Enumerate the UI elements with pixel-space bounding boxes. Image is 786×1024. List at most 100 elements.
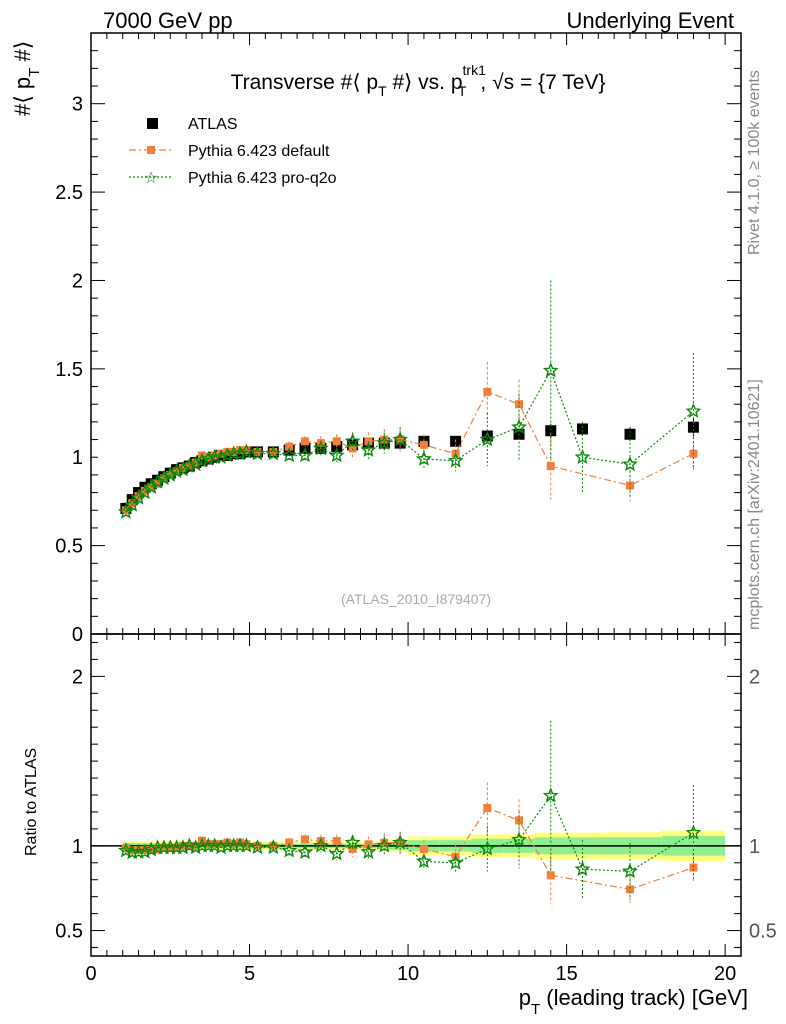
main-y-tick-label: 1	[72, 447, 83, 469]
ratio-default-point	[689, 863, 698, 872]
proq2o-point	[181, 457, 198, 473]
ratio-y-tick-label: 2	[72, 666, 83, 688]
proq2o-point	[194, 452, 210, 468]
main-y-tick-label: 0.5	[55, 536, 83, 558]
ratio-proq2o-line	[125, 794, 694, 872]
ratio-frame	[90, 633, 742, 957]
legend-atlas-marker	[147, 118, 158, 129]
proq2o-point	[213, 448, 229, 464]
ratio-proq2o-point	[574, 860, 591, 877]
ratio-proq2o-point	[447, 854, 464, 870]
main-title: Transverse #⟨ pT #⟩ vs. ptrk1 T, √s = {7 …	[231, 62, 606, 99]
ratio-proq2o-point	[238, 837, 255, 853]
proq2o-point	[200, 450, 217, 466]
atlas-point	[576, 423, 588, 435]
ratio-proq2o-point	[392, 834, 409, 850]
ratio-proq2o-point	[249, 839, 266, 855]
ratio-default-point	[396, 838, 405, 847]
atlas-point	[687, 421, 699, 433]
main-y-tick-label: 2.5	[55, 182, 83, 204]
ratio-proq2o-point	[685, 824, 702, 840]
default-point	[419, 440, 428, 449]
proq2o-point	[574, 448, 591, 464]
x-axis-label: pT (leading track) [GeV]	[519, 985, 748, 1018]
proq2o-point	[124, 496, 141, 512]
proq2o-point	[376, 434, 393, 450]
proq2o-point	[265, 445, 282, 461]
proq2o-point	[238, 443, 255, 459]
legend-proq2o-label: Pythia 6.423 pro-q2o	[188, 170, 337, 187]
ratio-proq2o-point	[344, 834, 361, 850]
proq2o-point	[281, 447, 298, 463]
ratio-proq2o-point	[143, 841, 160, 857]
proq2o-point	[542, 362, 559, 378]
ratio-proq2o-point	[542, 787, 559, 803]
ratio-default-point	[236, 838, 245, 847]
proq2o-point	[415, 450, 432, 466]
ratio-proq2o-point	[328, 845, 345, 861]
header-right: Underlying Event	[566, 8, 734, 33]
atlas-point	[545, 425, 557, 437]
proq2o-point	[117, 503, 134, 519]
atlas-point	[481, 430, 493, 442]
data-layer	[117, 280, 702, 904]
proq2o-point	[168, 463, 185, 479]
ratio-proq2o-point	[265, 839, 282, 855]
proq2o-point	[297, 447, 313, 463]
x-tick-label: 15	[555, 963, 577, 985]
default-point	[380, 435, 389, 444]
main-y-tick-label: 2	[72, 270, 83, 292]
header-left: 7000 GeV pp	[103, 8, 233, 33]
main-y-tick-label: 1.5	[55, 359, 83, 381]
ratio-default-line	[125, 807, 694, 890]
ratio-proq2o-point	[297, 843, 313, 860]
legend-proq2o-marker: ☆	[144, 170, 158, 187]
ratio-y-tick-label-right: 2	[749, 666, 760, 688]
proq2o-point	[447, 452, 464, 468]
proq2o-point	[344, 432, 361, 449]
ratio-proq2o-point	[312, 837, 329, 853]
default-point	[332, 437, 341, 446]
proq2o-point	[479, 431, 496, 447]
proq2o-point	[622, 455, 638, 472]
ratio-proq2o-point	[511, 831, 527, 847]
x-tick-label: 20	[714, 963, 736, 985]
ratio-proq2o-point	[415, 853, 432, 869]
atlas-point	[624, 428, 636, 440]
ratio-y-tick-label: 1	[72, 836, 83, 858]
legend: ATLAS Pythia 6.423 default ☆ Pythia 6.42…	[129, 116, 337, 187]
proq2o-point	[187, 456, 204, 472]
proq2o-point	[162, 466, 179, 482]
ratio-y-tick-label-right: 0.5	[749, 921, 777, 943]
analysis-watermark: (ATLAS_2010_I879407)	[341, 591, 491, 607]
ratio-default-point	[348, 845, 357, 854]
main-ylabel: #⟨ pT #⟩	[10, 41, 43, 116]
proq2o-point	[328, 447, 345, 463]
proq2o-point	[511, 418, 527, 434]
default-line	[125, 391, 694, 511]
main-y-tick-label: 3	[72, 94, 83, 116]
proq2o-point	[312, 440, 329, 456]
ratio-proq2o-point	[622, 862, 638, 879]
ratio-proq2o-point	[213, 839, 229, 855]
x-tick-label: 10	[397, 963, 419, 985]
legend-default-marker	[147, 146, 155, 154]
proq2o-point	[219, 447, 236, 463]
proq2o-point	[685, 403, 702, 418]
ratio-proq2o-point	[479, 840, 496, 856]
x-tick-label: 0	[85, 963, 96, 985]
proq2o-point	[392, 431, 409, 447]
ratio-y-tick-label-right: 1	[749, 836, 760, 858]
ratio-proq2o-point	[281, 842, 298, 858]
proq2o-point	[249, 445, 266, 461]
ratio-default-point	[483, 804, 492, 813]
x-tick-label: 5	[244, 963, 255, 985]
ratio-proq2o-point	[175, 839, 191, 855]
ratio-ylabel: Ratio to ATLAS	[23, 748, 40, 856]
legend-default-label: Pythia 6.423 default	[188, 143, 330, 160]
main-y-tick-label: 0	[72, 624, 83, 646]
proq2o-point	[232, 445, 248, 461]
proq2o-line	[125, 369, 694, 513]
